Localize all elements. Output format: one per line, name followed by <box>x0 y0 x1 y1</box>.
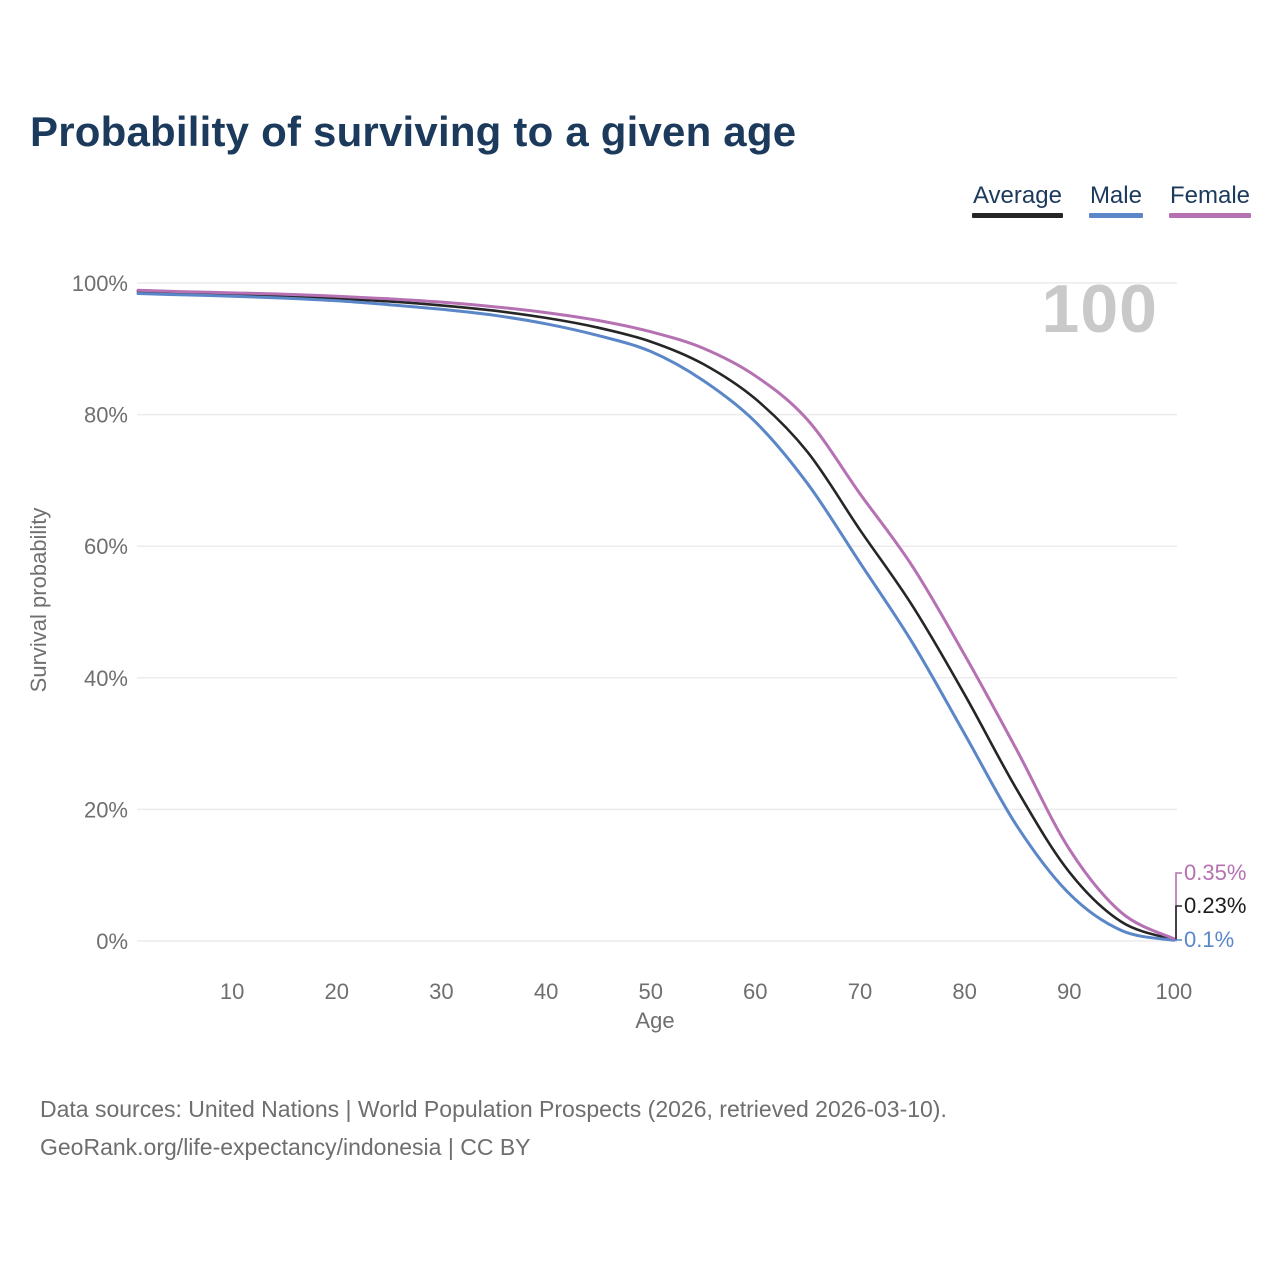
legend-label-average: Average <box>972 182 1062 209</box>
x-tick-label: 100 <box>1156 979 1193 1004</box>
legend: Average Male Female <box>971 182 1251 219</box>
gridlines <box>137 282 1177 942</box>
x-tick-label: 30 <box>429 979 453 1004</box>
legend-item-female[interactable]: Female <box>1168 182 1251 219</box>
x-tick-label: 50 <box>638 979 662 1004</box>
x-tick-label: 80 <box>952 979 976 1004</box>
x-axis-title: Age <box>635 1008 674 1033</box>
survival-curves <box>136 288 1176 942</box>
data-source-note: Data sources: United Nations | World Pop… <box>40 1090 947 1166</box>
x-tick-label: 70 <box>848 979 872 1004</box>
x-axis: 10 20 30 40 50 60 70 80 90 100 Age <box>220 979 1192 1033</box>
end-label-male: 0.1% <box>1184 927 1235 952</box>
data-source-line1: Data sources: United Nations | World Pop… <box>40 1096 947 1122</box>
series-line-female[interactable] <box>136 288 1176 941</box>
chart-title: Probability of surviving to a given age <box>30 108 797 155</box>
end-label-leader-lines <box>1173 872 1182 942</box>
series-line-average[interactable] <box>136 290 1176 941</box>
legend-swatch-female-icon <box>1168 213 1251 219</box>
y-tick-label: 60% <box>84 534 128 559</box>
x-tick-label: 60 <box>743 979 767 1004</box>
leader-line-average <box>1173 905 1182 941</box>
y-tick-label: 80% <box>84 403 128 428</box>
end-label-average: 0.23% <box>1184 893 1247 918</box>
legend-swatch-average-icon <box>971 213 1063 219</box>
x-tick-label: 10 <box>220 979 244 1004</box>
x-tick-label: 40 <box>534 979 558 1004</box>
y-tick-label: 0% <box>96 929 128 954</box>
y-tick-label: 40% <box>84 666 128 691</box>
legend-swatch-male-icon <box>1088 213 1143 219</box>
series-line-male[interactable] <box>136 292 1176 942</box>
y-tick-label: 20% <box>84 797 128 822</box>
legend-label-male: Male <box>1089 182 1142 209</box>
legend-item-average[interactable]: Average <box>971 182 1063 219</box>
y-axis-title: Survival probability <box>26 508 51 693</box>
legend-item-male[interactable]: Male <box>1088 182 1143 219</box>
x-tick-label: 90 <box>1057 979 1081 1004</box>
x-tick-label: 20 <box>325 979 349 1004</box>
legend-label-female: Female <box>1169 182 1250 209</box>
end-label-female: 0.35% <box>1184 860 1247 885</box>
y-tick-label: 100% <box>72 271 128 296</box>
data-source-line2: GeoRank.org/life-expectancy/indonesia | … <box>40 1134 531 1160</box>
y-axis: 100% 80% 60% 40% 20% 0% Survival probabi… <box>26 271 128 954</box>
